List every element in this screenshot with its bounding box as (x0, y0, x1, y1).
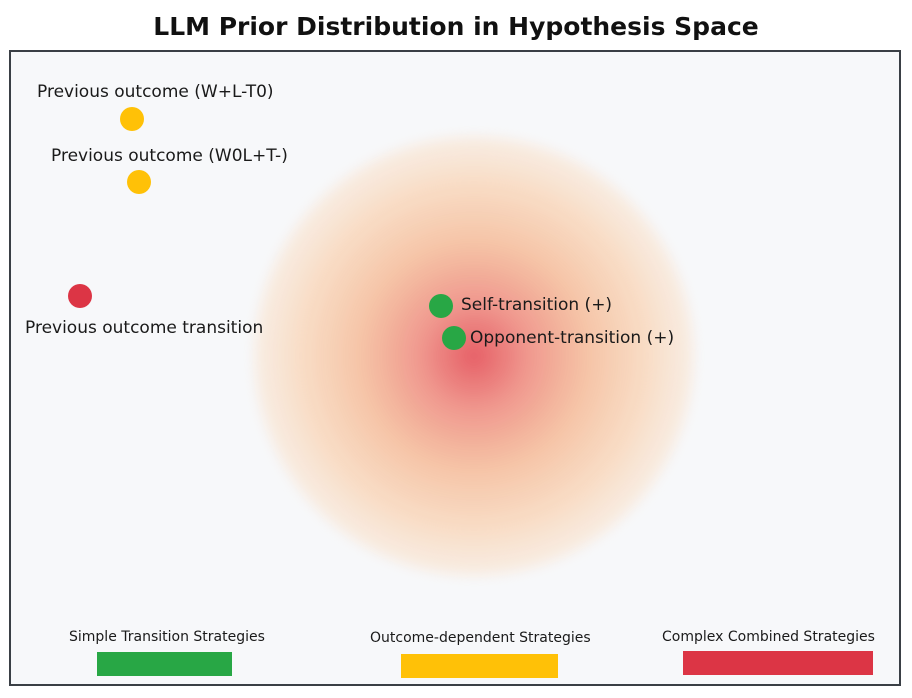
legend-label-simple: Simple Transition Strategies (69, 629, 265, 645)
point-label-outcome-transition: Previous outcome transition (25, 318, 264, 338)
point-label-outcome-w0-l-plus-t-minus: Previous outcome (W0L+T-) (51, 146, 288, 166)
point-marker-self-transition (429, 294, 453, 318)
point-marker-outcome-w0-l-plus-t-minus (127, 170, 151, 194)
legend-swatch-outcome (401, 654, 558, 678)
prior-density-cloud (254, 136, 694, 576)
point-label-outcome-w-plus-l-minus-t0: Previous outcome (W+L-T0) (37, 82, 274, 102)
legend-swatch-simple (97, 652, 232, 676)
legend-label-complex: Complex Combined Strategies (662, 629, 875, 645)
point-marker-outcome-w-plus-l-minus-t0 (120, 107, 144, 131)
legend-swatch-complex (683, 651, 873, 675)
point-label-opponent-transition: Opponent-transition (+) (470, 328, 675, 348)
legend-label-outcome: Outcome-dependent Strategies (370, 630, 591, 646)
point-marker-opponent-transition (442, 326, 466, 350)
diagram-title: LLM Prior Distribution in Hypothesis Spa… (153, 12, 759, 41)
hypothesis-space-panel: Previous outcome (W+L-T0) Previous outco… (9, 50, 901, 686)
point-label-self-transition: Self-transition (+) (461, 295, 613, 315)
point-marker-outcome-transition (68, 284, 92, 308)
